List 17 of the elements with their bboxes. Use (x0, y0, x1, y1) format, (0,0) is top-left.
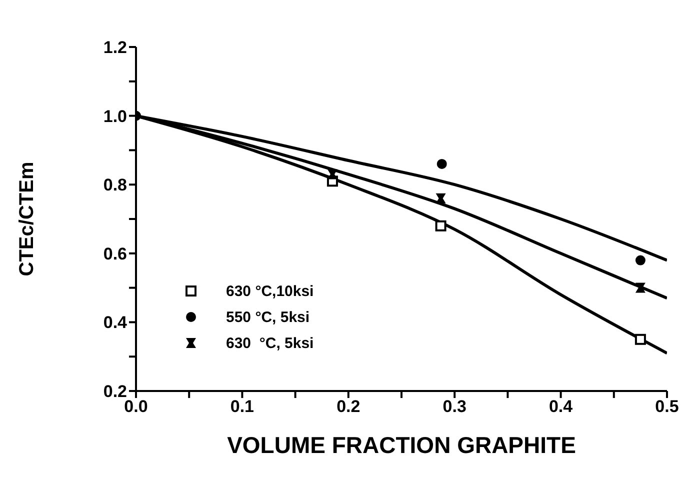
y-tick-label: 0.4 (103, 313, 128, 332)
x-axis-title: VOLUME FRACTION GRAPHITE (227, 432, 576, 458)
x-tick-label: 0.2 (336, 397, 360, 416)
x-tick-label: 0.4 (548, 397, 574, 416)
legend-label: 630 °C, 5ksi (226, 334, 314, 352)
legend-label: 550 °C, 5ksi (226, 308, 310, 326)
x-tick-label: 0.3 (442, 397, 466, 416)
y-tick-label: 0.8 (103, 176, 127, 195)
y-tick-label: 1.0 (103, 106, 127, 126)
y-axis-title: CTEc/CTEm (16, 162, 38, 276)
y-tick-label: 0.2 (103, 382, 127, 402)
y-tick-label: 0.6 (103, 244, 127, 264)
x-tick-label: 0.0 (124, 397, 148, 416)
x-tick-label: 0.1 (230, 397, 254, 416)
y-tick-label: 1.2 (103, 38, 127, 58)
x-tick-label: 0.5 (655, 397, 679, 416)
legend-label: 630 °C,10ksi (226, 282, 314, 300)
